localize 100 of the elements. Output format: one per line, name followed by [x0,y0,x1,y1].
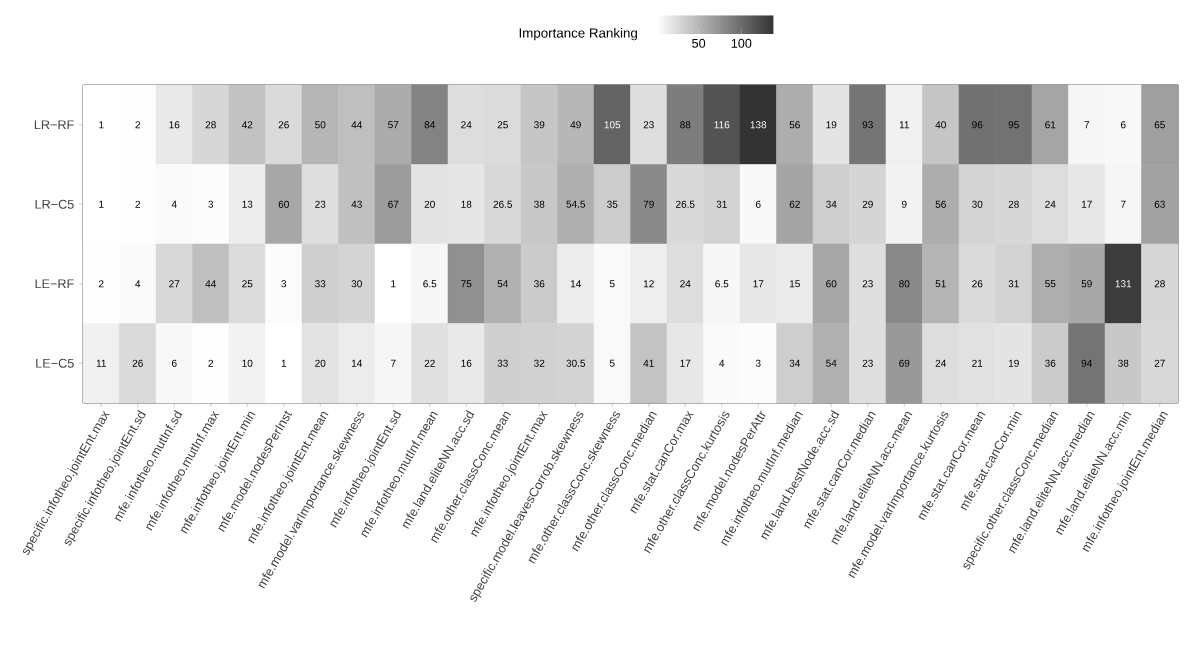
data-label: 35 [607,200,618,208]
data-label: 3 [281,280,287,288]
data-label: 29 [862,200,873,208]
data-label: 7 [1084,121,1090,129]
data-label: 23 [315,200,326,208]
y-tick-label: LR−C5 [35,199,74,209]
data-label: 69 [899,359,910,367]
data-label: 23 [862,359,873,367]
color-bar-label: 100 [731,38,752,48]
data-label: 131 [1115,280,1132,288]
data-label: 38 [534,200,545,208]
data-label: 1 [281,359,287,367]
y-tick-label: LE−C5 [36,358,74,368]
data-label: 75 [461,280,472,288]
data-label: 20 [315,359,326,367]
data-label: 14 [351,359,363,367]
data-label: 11 [899,121,909,129]
data-label: 28 [1154,280,1165,288]
data-label: 80 [899,280,910,288]
data-label: 30.5 [566,359,586,367]
data-label: 15 [789,280,800,288]
data-label: 26 [132,359,143,367]
legend-title: Importance Ranking [519,27,637,41]
data-label: 23 [862,280,873,288]
data-label: 4 [135,280,141,288]
data-label: 27 [169,280,180,288]
data-label: 39 [534,121,545,129]
data-label: 60 [826,280,837,288]
data-label: 65 [1154,121,1165,129]
data-label: 4 [719,359,725,367]
data-label: 10 [242,359,253,367]
data-label: 1 [99,200,104,208]
data-label: 19 [826,121,837,129]
data-label: 6 [171,359,177,367]
data-label: 51 [935,280,946,288]
data-label: 6 [755,200,761,208]
data-label: 2 [98,280,104,288]
data-label: 44 [205,280,217,288]
data-label: 21 [972,359,983,367]
data-label: 17 [680,359,691,367]
data-label: 94 [1081,359,1093,367]
data-label: 18 [461,200,472,208]
data-label: 25 [497,121,508,129]
data-label: 30 [972,200,983,208]
data-label: 3 [208,200,214,208]
data-label: 34 [826,200,837,208]
data-label: 16 [461,359,472,367]
data-label: 22 [424,359,435,367]
data-label: 2 [208,359,214,367]
data-label: 59 [1081,280,1092,288]
data-label: 55 [1045,280,1056,288]
data-label: 41 [643,359,654,367]
data-label: 26.5 [493,200,513,208]
data-label: 54 [497,280,509,288]
data-label: 25 [242,280,253,288]
data-label: 36 [534,280,545,288]
data-label: 14 [570,280,582,288]
data-label: 26.5 [676,200,695,208]
data-label: 56 [789,121,800,129]
data-label: 31 [716,200,727,208]
data-label: 28 [1008,200,1019,208]
data-label: 1 [391,280,396,288]
data-label: 105 [604,121,621,129]
color-bar-label: 50 [692,38,706,48]
data-label: 3 [755,359,761,367]
data-label: 43 [351,200,362,208]
data-label: 12 [643,280,654,288]
data-label: 6 [1120,121,1126,129]
data-label: 79 [643,200,654,208]
data-label: 33 [315,280,326,288]
data-label: 32 [534,359,545,367]
data-label: 7 [1121,200,1126,208]
data-label: 5 [609,280,615,288]
data-label: 2 [135,121,141,129]
data-label: 17 [753,280,764,288]
data-label: 50 [315,121,326,129]
data-label: 19 [1008,359,1019,367]
y-tick-label: LE−RF [35,279,74,289]
data-label: 38 [1118,359,1129,367]
data-label: 67 [388,200,399,208]
data-label: 34 [789,359,801,367]
data-label: 4 [171,200,177,208]
data-label: 54.5 [566,200,586,208]
data-label: 6.5 [715,280,729,288]
data-label: 24 [1045,200,1056,208]
data-label: 40 [935,121,946,129]
data-label: 23 [643,121,654,129]
data-label: 88 [680,121,691,129]
data-label: 63 [1154,200,1165,208]
data-label: 26 [278,121,289,129]
data-label: 24 [935,359,947,367]
data-label: 96 [972,121,983,129]
data-label: 7 [390,359,396,367]
y-tick-label: LR−RF [34,120,74,130]
data-label: 26 [972,280,983,288]
data-label: 84 [424,121,436,129]
data-label: 60 [278,200,289,208]
data-label: 56 [935,200,946,208]
data-label: 6.5 [423,280,437,288]
data-label: 36 [1045,359,1056,367]
